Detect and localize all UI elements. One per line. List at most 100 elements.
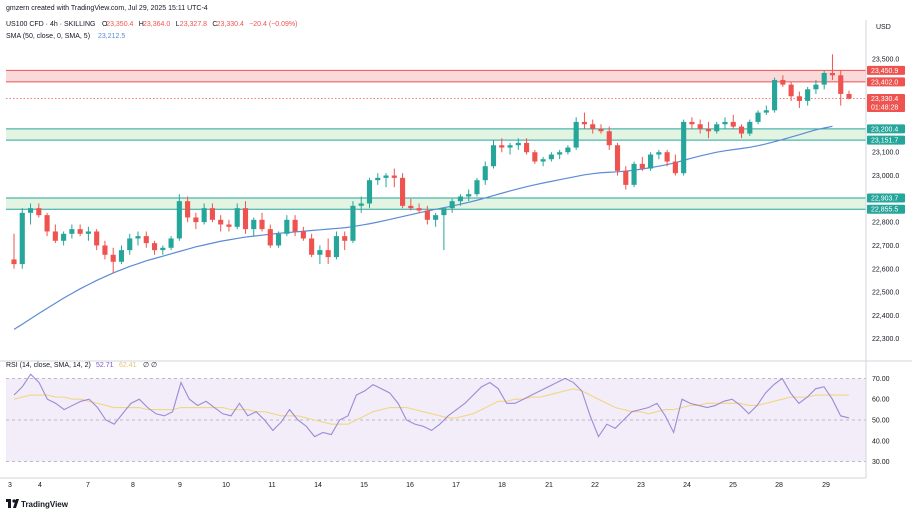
candle[interactable] [11, 233, 17, 269]
candle[interactable] [813, 79, 819, 94]
candle[interactable] [614, 142, 621, 176]
candle[interactable] [449, 198, 455, 213]
candle[interactable] [557, 149, 563, 160]
candle[interactable] [598, 124, 604, 134]
price-axis[interactable]: 23,500.023,400.023,300.023,200.023,100.0… [865, 20, 905, 478]
candle[interactable] [416, 203, 422, 213]
candle[interactable] [242, 201, 249, 234]
candle[interactable] [52, 224, 58, 244]
candle[interactable] [61, 231, 67, 246]
candle[interactable] [780, 75, 786, 87]
zone-support-2[interactable] [6, 197, 866, 210]
candle[interactable] [85, 226, 91, 241]
candle[interactable] [375, 173, 381, 185]
candle[interactable] [300, 226, 306, 241]
candle[interactable] [738, 124, 745, 139]
candle[interactable] [366, 177, 373, 209]
candle[interactable] [714, 121, 720, 134]
candle[interactable] [805, 86, 811, 106]
zone-support-1[interactable] [6, 128, 866, 141]
candle[interactable] [681, 119, 687, 176]
candle[interactable] [383, 173, 389, 188]
candle[interactable] [697, 119, 703, 134]
candle[interactable] [350, 201, 356, 244]
candle[interactable] [251, 217, 257, 237]
candle[interactable] [507, 142, 513, 155]
candle[interactable] [524, 138, 530, 155]
candle[interactable] [317, 245, 323, 265]
candle[interactable] [391, 168, 397, 188]
candle[interactable] [333, 231, 339, 260]
candle[interactable] [499, 138, 505, 153]
candle[interactable] [226, 219, 232, 232]
candle[interactable] [127, 233, 133, 255]
candle[interactable] [259, 212, 265, 232]
candle[interactable] [532, 149, 538, 164]
candle[interactable] [358, 196, 364, 213]
candle[interactable] [623, 166, 629, 190]
candle[interactable] [846, 90, 852, 100]
candle[interactable] [656, 149, 662, 160]
candle[interactable] [590, 119, 596, 134]
candle[interactable] [36, 203, 42, 218]
candle[interactable] [284, 215, 290, 237]
candle[interactable] [77, 224, 83, 237]
candle[interactable] [705, 121, 712, 139]
rsi-pane[interactable]: 70.00 60.00 50.00 40.00 30.00 [0, 360, 912, 466]
candle[interactable] [275, 231, 282, 248]
candle[interactable] [672, 154, 678, 176]
candle[interactable] [581, 112, 588, 129]
candle[interactable] [176, 194, 182, 241]
candle[interactable] [639, 156, 645, 171]
tradingview-logo[interactable]: TradingView [6, 499, 69, 509]
candle[interactable] [234, 203, 240, 230]
candle[interactable] [838, 70, 844, 106]
candle[interactable] [689, 117, 695, 129]
candle[interactable] [829, 54, 836, 80]
candle[interactable] [292, 215, 298, 237]
candle[interactable] [309, 233, 315, 258]
candle[interactable] [160, 245, 166, 255]
candle[interactable] [648, 152, 654, 171]
candle[interactable] [193, 212, 199, 230]
candle[interactable] [102, 240, 108, 260]
candle[interactable] [631, 161, 637, 188]
candle[interactable] [27, 203, 34, 225]
candle[interactable] [19, 208, 25, 269]
candle[interactable] [482, 161, 488, 185]
candle[interactable] [400, 173, 406, 209]
candle[interactable] [110, 247, 116, 274]
candle[interactable] [606, 126, 612, 150]
candle[interactable] [755, 110, 761, 125]
candle[interactable] [267, 224, 273, 248]
time-axis[interactable]: 3 4 7 8 9 10 11 14 15 16 17 18 21 22 23 24 25 28 29 [0, 477, 866, 489]
candle[interactable] [44, 212, 50, 237]
candle[interactable] [788, 82, 794, 101]
candle[interactable] [441, 208, 447, 251]
candle[interactable] [185, 196, 191, 223]
candle[interactable] [548, 152, 554, 162]
candle[interactable] [573, 117, 579, 150]
candle[interactable] [515, 138, 521, 150]
candle[interactable] [94, 229, 100, 251]
candle[interactable] [342, 231, 348, 251]
candle[interactable] [408, 198, 414, 211]
candle[interactable] [457, 194, 463, 206]
candle[interactable] [772, 77, 778, 113]
candle[interactable] [433, 212, 439, 227]
candle[interactable] [540, 156, 546, 167]
candle[interactable] [763, 105, 769, 115]
candle[interactable] [69, 224, 75, 239]
candle[interactable] [466, 189, 472, 202]
candle[interactable] [143, 231, 149, 248]
candle[interactable] [747, 119, 753, 136]
candle[interactable] [490, 140, 497, 169]
candle[interactable] [821, 70, 827, 90]
candle[interactable] [218, 215, 224, 232]
candle[interactable] [201, 203, 207, 225]
candle[interactable] [151, 240, 158, 255]
candle[interactable] [664, 149, 670, 167]
candle[interactable] [474, 177, 480, 197]
candle[interactable] [325, 238, 331, 265]
